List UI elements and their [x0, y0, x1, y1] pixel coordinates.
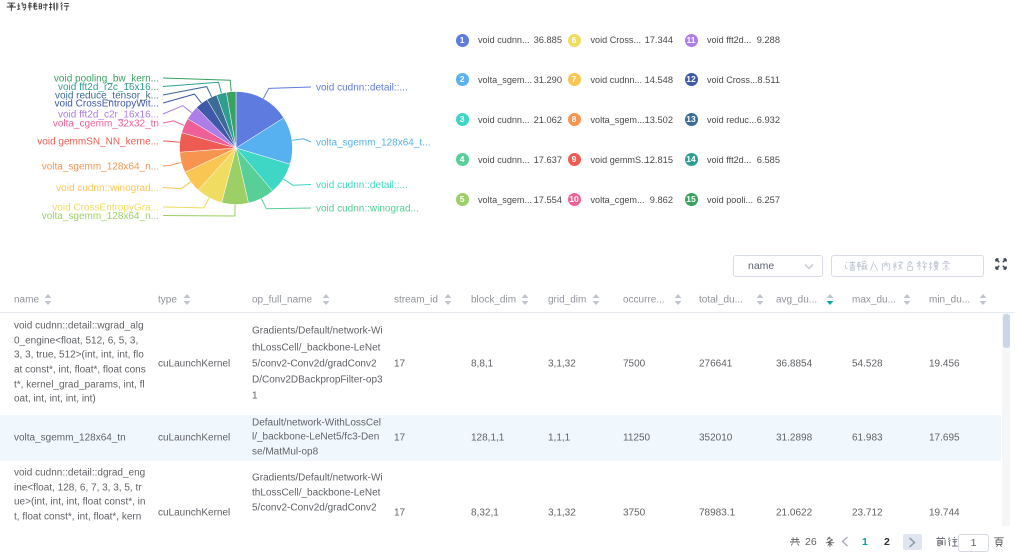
svg-text:void CrossEntropyGra...: void CrossEntropyGra...	[52, 203, 159, 214]
svg-text:volta_sgemm_128x64_n...: volta_sgemm_128x64_n...	[42, 211, 159, 222]
svg-text:void CrossEntropyWit...: void CrossEntropyWit...	[55, 99, 159, 110]
svg-text:volta_sgemm_128x64_n...: volta_sgemm_128x64_n...	[42, 162, 159, 173]
svg-text:void cudnn::detail::...: void cudnn::detail::...	[316, 83, 408, 94]
svg-text:void fft2d_r2c_16x16...: void fft2d_r2c_16x16...	[58, 82, 159, 93]
svg-text:volta_sgemm_128x64_t...: volta_sgemm_128x64_t...	[316, 138, 431, 149]
svg-text:void gemmSN_NN_kerne...: void gemmSN_NN_kerne...	[37, 137, 159, 148]
svg-text:void cudnn::detail::...: void cudnn::detail::...	[316, 180, 408, 191]
svg-text:volta_cgemm_32x32_tn: volta_cgemm_32x32_tn	[53, 119, 159, 130]
svg-text:void reduce_tensor_k...: void reduce_tensor_k...	[55, 91, 159, 102]
svg-text:void cudnn::winograd...: void cudnn::winograd...	[316, 204, 419, 215]
svg-text:void cudnn::winograd...: void cudnn::winograd...	[56, 183, 159, 194]
svg-text:void fft2d_c2r_16x16...: void fft2d_c2r_16x16...	[58, 110, 159, 121]
svg-text:void pooling_bw_kern...: void pooling_bw_kern...	[54, 74, 159, 85]
